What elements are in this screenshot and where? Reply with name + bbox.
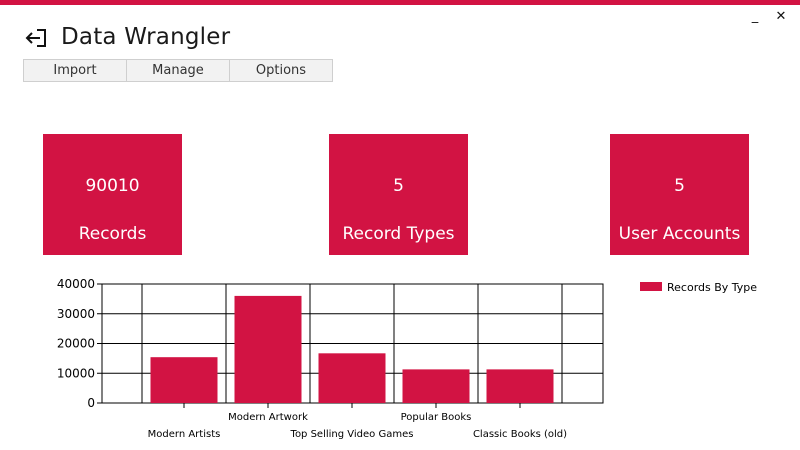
minimize-button[interactable]: _ <box>751 9 759 24</box>
y-tick-label: 0 <box>87 396 95 410</box>
record-types-count: 5 <box>393 176 404 196</box>
records-count: 90010 <box>85 176 140 196</box>
y-tick-label: 10000 <box>57 366 95 380</box>
menu-manage[interactable]: Manage <box>127 60 230 81</box>
records-by-type-chart: 0 10000 20000 30000 40000 Modern Artists Moder… <box>57 277 757 440</box>
records-label: Records <box>78 224 147 244</box>
record-types-label: Record Types <box>342 224 455 244</box>
user-accounts-tile[interactable]: 5 User Accounts <box>610 134 749 255</box>
record-types-tile[interactable]: 5 Record Types <box>329 134 468 255</box>
close-button[interactable]: ✕ <box>775 9 787 24</box>
menu-bar: Import Manage Options <box>23 59 333 82</box>
x-tick-label: Popular Books <box>401 412 472 423</box>
menu-options[interactable]: Options <box>255 63 307 78</box>
user-accounts-count: 5 <box>674 176 685 196</box>
bar <box>486 369 554 403</box>
bar <box>234 295 302 403</box>
app-title: Data Wrangler <box>61 24 231 50</box>
x-tick-label: Modern Artists <box>148 429 221 440</box>
menu-import[interactable]: Import <box>24 60 127 81</box>
bar <box>318 353 386 403</box>
window-accent-bar <box>0 0 800 5</box>
records-tile[interactable]: 90010 Records <box>43 134 182 255</box>
x-tick-label: Top Selling Video Games <box>290 429 414 440</box>
x-tick-label: Classic Books (old) <box>473 429 567 440</box>
legend-label: Records By Type <box>667 281 757 294</box>
legend-swatch <box>640 282 662 291</box>
y-tick-label: 20000 <box>57 337 95 351</box>
bar <box>402 369 470 403</box>
user-accounts-label: User Accounts <box>618 224 741 244</box>
x-tick-label: Modern Artwork <box>228 412 308 423</box>
sign-out-arrow-icon[interactable] <box>24 27 48 49</box>
bar <box>150 357 218 403</box>
y-tick-label: 30000 <box>57 307 95 321</box>
y-tick-label: 40000 <box>57 277 95 291</box>
